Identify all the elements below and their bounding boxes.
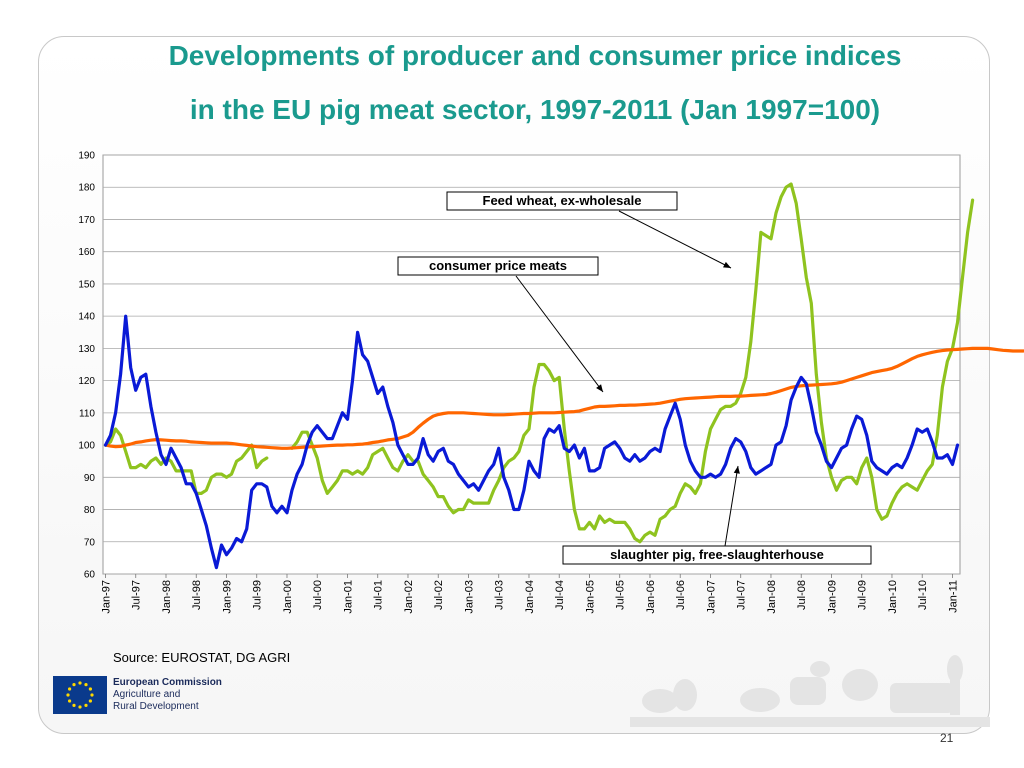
annotation-arrow — [724, 465, 739, 547]
x-tick-label: Jan-06 — [645, 580, 657, 614]
y-tick-label: 110 — [79, 408, 95, 419]
slide-title-line1: Developments of producer and consumer pr… — [168, 40, 902, 71]
x-tick-label: Jan-09 — [826, 580, 838, 614]
x-tick-label: Jan-02 — [403, 580, 415, 614]
annotation-arrowhead — [723, 261, 731, 268]
x-tick-label: Jan-03 — [463, 580, 475, 614]
x-tick-label: Jul-05 — [615, 580, 627, 610]
eu-star-icon — [88, 699, 92, 703]
x-tick-label: Jan-01 — [342, 580, 354, 614]
y-tick-label: 190 — [78, 151, 95, 162]
y-tick-label: 140 — [78, 312, 95, 323]
annotation-arrow — [515, 275, 604, 393]
eu-stars-icon — [66, 681, 94, 709]
x-tick-label: Jul-06 — [675, 580, 687, 610]
x-tick-label: Jul-08 — [796, 580, 808, 610]
y-tick-label: 120 — [78, 376, 95, 387]
annotation-box — [562, 545, 872, 565]
annotation-arrowhead — [733, 466, 740, 474]
eu-star-icon — [72, 703, 76, 707]
eu-star-icon — [72, 683, 76, 687]
page-number: 21 — [940, 731, 954, 745]
y-tick-label: 170 — [78, 215, 95, 226]
x-tick-label: Jan-97 — [101, 580, 113, 614]
annotation-arrowhead — [596, 384, 603, 392]
eu-star-icon — [66, 693, 70, 697]
y-tick-label: 60 — [84, 570, 96, 581]
plot-area — [102, 154, 961, 575]
eu-flag-logo — [53, 676, 107, 714]
x-tick-label: Jul-97 — [131, 580, 143, 610]
eu-star-icon — [78, 681, 82, 685]
annotation-label: consumer price meats — [429, 258, 567, 273]
eu-star-icon — [84, 683, 88, 687]
x-tick-label: Jul-98 — [191, 580, 203, 610]
x-tick-label: Jan-07 — [705, 580, 717, 614]
y-tick-label: 150 — [78, 279, 95, 290]
eu-star-icon — [68, 699, 72, 703]
x-tick-label: Jan-08 — [766, 580, 778, 614]
annotation-box — [446, 191, 678, 211]
y-tick-label: 90 — [84, 473, 96, 484]
source-note: Source: EUROSTAT, DG AGRI — [113, 650, 291, 665]
x-tick-label: Jan-05 — [584, 580, 596, 614]
x-tick-label: Jul-99 — [252, 580, 264, 610]
x-tick-label: Jan-10 — [887, 580, 899, 614]
x-tick-label: Jul-07 — [736, 580, 748, 610]
y-tick-label: 80 — [84, 505, 96, 516]
eu-star-icon — [88, 687, 92, 691]
x-tick-label: Jul-04 — [554, 580, 566, 610]
eu-star-icon — [68, 687, 72, 691]
y-tick-label: 180 — [78, 183, 95, 194]
annotation-label: Feed wheat, ex-wholesale — [483, 193, 642, 208]
series-line-2 — [103, 346, 1024, 450]
y-tick-label: 70 — [84, 537, 96, 548]
farm-animals-silhouette — [630, 655, 990, 727]
x-tick-label: Jul-01 — [373, 580, 385, 610]
x-tick-label: Jan-00 — [282, 580, 294, 614]
organisation-block: European Commission Agriculture and Rura… — [113, 677, 222, 713]
series-line-3 — [103, 314, 960, 570]
x-tick-label: Jul-10 — [917, 580, 929, 610]
eu-star-icon — [84, 703, 88, 707]
org-dg-line1: Agriculture and — [113, 689, 181, 700]
x-tick-label: Jan-98 — [161, 580, 173, 614]
y-tick-label: 100 — [78, 441, 95, 452]
eu-star-icon — [90, 693, 94, 697]
org-name: European Commission — [113, 677, 222, 688]
eu-star-icon — [78, 705, 82, 709]
x-tick-label: Jan-04 — [524, 580, 536, 614]
annotation-arrow — [618, 210, 732, 269]
y-tick-label: 130 — [78, 344, 95, 355]
x-tick-label: Jul-03 — [494, 580, 506, 610]
x-tick-label: Jul-09 — [857, 580, 869, 610]
x-tick-label: Jan-11 — [947, 580, 959, 613]
y-tick-label: 160 — [78, 247, 95, 258]
x-tick-label: Jul-02 — [433, 580, 445, 610]
org-dg-line2: Rural Development — [113, 701, 199, 712]
x-tick-label: Jul-00 — [312, 580, 324, 610]
annotation-box — [397, 256, 599, 276]
x-tick-label: Jan-99 — [221, 580, 233, 614]
annotation-label: slaughter pig, free-slaughterhouse — [610, 547, 824, 562]
slide-title-line2: in the EU pig meat sector, 1997-2011 (Ja… — [189, 94, 881, 125]
